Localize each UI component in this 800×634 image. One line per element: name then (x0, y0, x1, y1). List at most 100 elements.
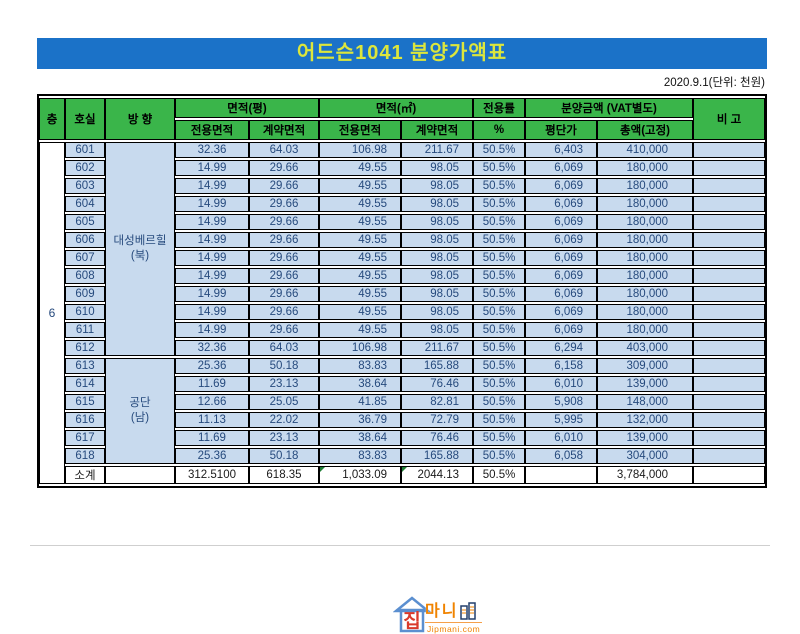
remarks-cell (693, 448, 766, 464)
contract-area-m2-cell: 165.88 (401, 358, 474, 374)
unit-cell: 606 (65, 232, 105, 248)
total-price-cell: 309,000 (597, 358, 694, 374)
exclusive-rate-cell: 50.5% (473, 214, 526, 230)
price-per-pyeong-cell: 6,294 (525, 340, 598, 356)
subtotal-direction-cell (105, 466, 175, 484)
table-row: 613 공단 (남) 25.36 50.18 83.83 165.88 50.5% 6,158… (39, 358, 766, 464)
exclusive-rate-cell: 50.5% (473, 448, 526, 464)
subtotal-remarks-cell (693, 466, 766, 484)
exclusive-area-m2-cell: 41.85 (319, 394, 401, 410)
subtotal-contract-area-m2-cell: 2044.13 (401, 466, 474, 484)
total-price-cell: 180,000 (597, 268, 694, 284)
exclusive-area-pyeong-cell: 14.99 (175, 178, 249, 194)
header-exclusive-area-pyeong: 전용면적 (175, 120, 249, 140)
contract-area-m2-cell: 98.05 (401, 196, 474, 212)
exclusive-rate-cell: 50.5% (473, 286, 526, 302)
exclusive-rate-cell: 50.5% (473, 358, 526, 374)
exclusive-area-m2-cell: 49.55 (319, 304, 401, 320)
exclusive-area-m2-cell: 49.55 (319, 286, 401, 302)
remarks-cell (693, 268, 766, 284)
remarks-cell (693, 322, 766, 338)
price-per-pyeong-cell: 6,403 (525, 142, 598, 158)
exclusive-area-pyeong-cell: 12.66 (175, 394, 249, 410)
exclusive-area-pyeong-cell: 32.36 (175, 340, 249, 356)
remarks-cell (693, 178, 766, 194)
contract-area-m2-cell: 98.05 (401, 268, 474, 284)
unit-cell: 605 (65, 214, 105, 230)
exclusive-rate-cell: 50.5% (473, 268, 526, 284)
subtotal-exclusive-rate-cell: 50.5% (473, 466, 526, 484)
remarks-cell (693, 358, 766, 374)
price-per-pyeong-cell: 6,010 (525, 376, 598, 392)
exclusive-area-pyeong-cell: 14.99 (175, 196, 249, 212)
contract-area-m2-cell: 72.79 (401, 412, 474, 428)
price-table: 층 호실 방 향 면적(평) 면적(㎡) 전용률 분양금액 (VAT별도) 비 … (37, 94, 768, 488)
exclusive-area-m2-cell: 49.55 (319, 196, 401, 212)
table-row: 616 11.13 22.02 36.79 72.79 50.5% 5,995 132,000 (39, 412, 766, 428)
contract-area-pyeong-cell: 64.03 (249, 340, 319, 356)
contract-area-m2-cell: 98.05 (401, 232, 474, 248)
price-per-pyeong-cell: 5,995 (525, 412, 598, 428)
table-row: 611 14.99 29.66 49.55 98.05 50.5% 6,069 180,000 (39, 322, 766, 338)
contract-area-m2-cell: 76.46 (401, 430, 474, 446)
header-unit: 호실 (65, 98, 105, 140)
floor-cell: 6 (39, 142, 65, 484)
header-remarks: 비 고 (693, 98, 766, 140)
table-row: 618 25.36 50.18 83.83 165.88 50.5% 6,058 304,00… (39, 448, 766, 464)
contract-area-pyeong-cell: 22.02 (249, 412, 319, 428)
contract-area-pyeong-cell: 29.66 (249, 232, 319, 248)
exclusive-rate-cell: 50.5% (473, 142, 526, 158)
exclusive-area-pyeong-cell: 14.99 (175, 304, 249, 320)
unit-cell: 604 (65, 196, 105, 212)
exclusive-rate-cell: 50.5% (473, 304, 526, 320)
remarks-cell (693, 412, 766, 428)
unit-cell: 608 (65, 268, 105, 284)
unit-cell: 614 (65, 376, 105, 392)
total-price-cell: 180,000 (597, 304, 694, 320)
header-area-m2: 면적(㎡) (319, 98, 474, 118)
exclusive-rate-cell: 50.5% (473, 178, 526, 194)
contract-area-m2-cell: 98.05 (401, 322, 474, 338)
contract-area-m2-cell: 211.67 (401, 340, 474, 356)
direction-cell: 대성베르힐 (북) (105, 142, 175, 356)
header-exclusive-area-m2: 전용면적 (319, 120, 401, 140)
price-per-pyeong-cell: 6,069 (525, 286, 598, 302)
unit-cell: 610 (65, 304, 105, 320)
contract-area-pyeong-cell: 29.66 (249, 160, 319, 176)
remarks-cell (693, 340, 766, 356)
exclusive-rate-cell: 50.5% (473, 250, 526, 266)
price-per-pyeong-cell: 6,069 (525, 214, 598, 230)
header-contract-area-pyeong: 계약면적 (249, 120, 319, 140)
subtotal-price-per-pyeong-cell (525, 466, 598, 484)
exclusive-area-pyeong-cell: 14.99 (175, 232, 249, 248)
exclusive-area-m2-cell: 49.55 (319, 322, 401, 338)
unit-cell: 611 (65, 322, 105, 338)
logo-mani-text: 마니 (425, 603, 459, 620)
remarks-cell (693, 304, 766, 320)
contract-area-pyeong-cell: 23.13 (249, 376, 319, 392)
table-row: 610 14.99 29.66 49.55 98.05 50.5% 6,069 180,000 (39, 304, 766, 320)
contract-area-pyeong-cell: 29.66 (249, 196, 319, 212)
table-body: 6 601 대성베르힐 (북) 32.36 64.03 106.98 211.67 50.5%… (39, 142, 766, 484)
total-price-cell: 180,000 (597, 250, 694, 266)
exclusive-area-m2-cell: 49.55 (319, 232, 401, 248)
contract-area-m2-cell: 98.05 (401, 304, 474, 320)
remarks-cell (693, 142, 766, 158)
exclusive-area-m2-cell: 49.55 (319, 160, 401, 176)
header-price-per-pyeong: 평단가 (525, 120, 598, 140)
contract-area-pyeong-cell: 64.03 (249, 142, 319, 158)
remarks-cell (693, 232, 766, 248)
remarks-cell (693, 286, 766, 302)
contract-area-pyeong-cell: 50.18 (249, 358, 319, 374)
contract-area-m2-cell: 211.67 (401, 142, 474, 158)
subtotal-label-cell: 소계 (65, 466, 105, 484)
contract-area-m2-cell: 165.88 (401, 448, 474, 464)
exclusive-area-pyeong-cell: 11.69 (175, 376, 249, 392)
exclusive-area-m2-cell: 36.79 (319, 412, 401, 428)
table-row: 602 14.99 29.66 49.55 98.05 50.5% 6,069 180,000 (39, 160, 766, 176)
exclusive-area-pyeong-cell: 25.36 (175, 448, 249, 464)
exclusive-area-m2-cell: 106.98 (319, 340, 401, 356)
header-total-fixed: 총액(고정) (597, 120, 694, 140)
table-row: 607 14.99 29.66 49.55 98.05 50.5% 6,069 180,000 (39, 250, 766, 266)
exclusive-rate-cell: 50.5% (473, 430, 526, 446)
